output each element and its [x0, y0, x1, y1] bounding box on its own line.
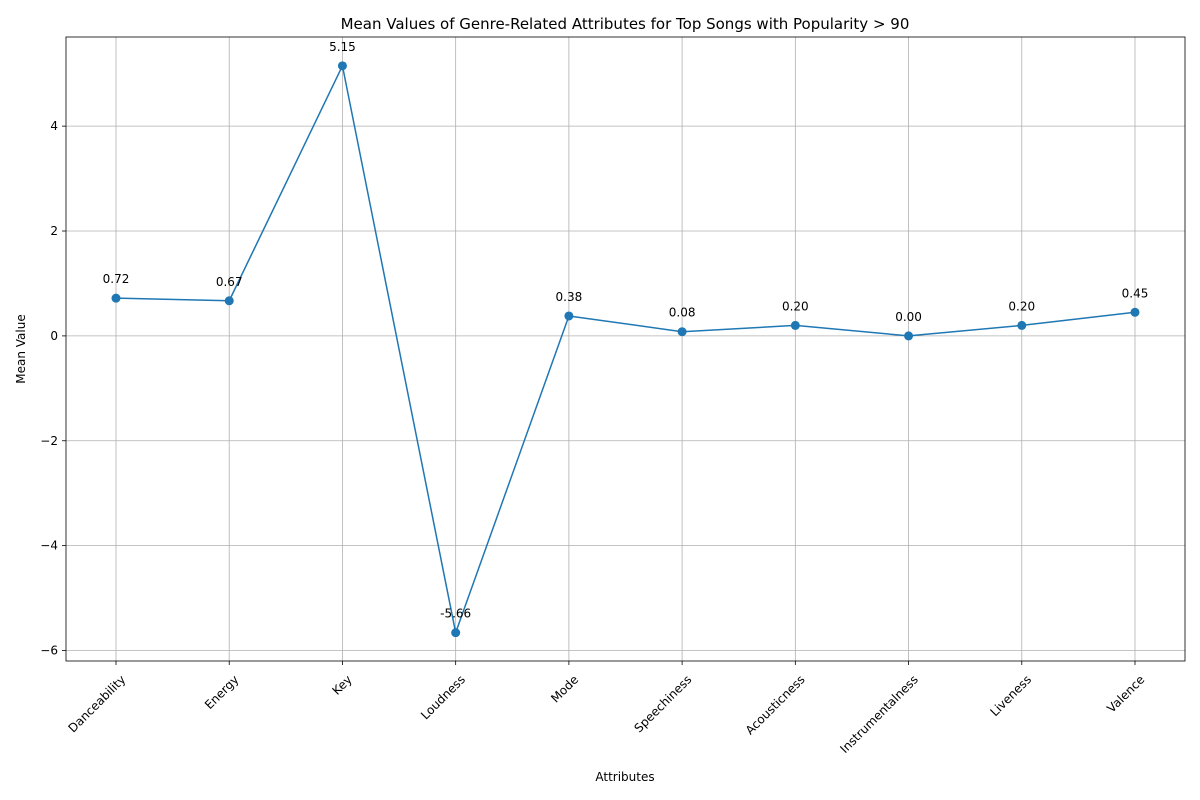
x-tick-label: Mode — [548, 672, 581, 705]
x-tick-label: Loudness — [418, 672, 468, 722]
data-label: 0.72 — [103, 272, 130, 286]
y-tick-label: −4 — [40, 539, 58, 553]
grid — [66, 37, 1185, 661]
plot-frame — [65, 36, 1186, 662]
data-point — [111, 293, 121, 303]
x-tick-label: Danceability — [65, 672, 128, 735]
data-label: 0.38 — [556, 290, 583, 304]
data-point — [904, 331, 914, 341]
x-tick-label: Energy — [202, 672, 242, 712]
axes: −6 −4 −2 0 2 4 Danceability Energy Key Loudness Mo… — [40, 36, 1186, 756]
y-tick-label: 4 — [50, 119, 58, 133]
data-point — [677, 327, 687, 337]
y-tick-label: 2 — [50, 224, 58, 238]
y-tick-label: −6 — [40, 644, 58, 658]
data-label: -5.66 — [440, 607, 471, 621]
data-label: 0.20 — [1008, 299, 1035, 313]
data-label: 0.00 — [895, 310, 922, 324]
data-label: 0.20 — [782, 299, 809, 313]
data-point — [1130, 307, 1140, 317]
series — [111, 61, 1140, 638]
x-tick-label: Liveness — [987, 672, 1034, 719]
y-axis-label: Mean Value — [14, 314, 28, 383]
data-point — [337, 61, 347, 71]
data-point — [1017, 320, 1027, 330]
series-line — [115, 65, 1136, 634]
data-label: 0.08 — [669, 306, 696, 320]
x-tick-label: Valence — [1104, 672, 1147, 715]
y-tick-label: 0 — [50, 329, 58, 343]
x-axis-label: Attributes — [595, 770, 654, 784]
x-tick-label: Acousticness — [743, 672, 808, 737]
data-point — [451, 628, 461, 638]
data-labels: 0.72 0.67 5.15 -5.66 0.38 0.08 0.20 0.00 0.20 0.4… — [103, 40, 1149, 621]
data-label: 5.15 — [329, 40, 356, 54]
data-point — [224, 296, 234, 306]
x-tick-label: Speechiness — [631, 672, 694, 735]
chart-title: Mean Values of Genre-Related Attributes … — [341, 15, 910, 33]
y-tick-label: −2 — [40, 434, 58, 448]
data-point — [564, 311, 574, 321]
x-tick-label: Key — [329, 672, 354, 697]
data-label: 0.67 — [216, 275, 243, 289]
data-label: 0.45 — [1122, 286, 1149, 300]
data-point — [790, 320, 800, 330]
x-tick-label: Instrumentalness — [837, 672, 921, 756]
